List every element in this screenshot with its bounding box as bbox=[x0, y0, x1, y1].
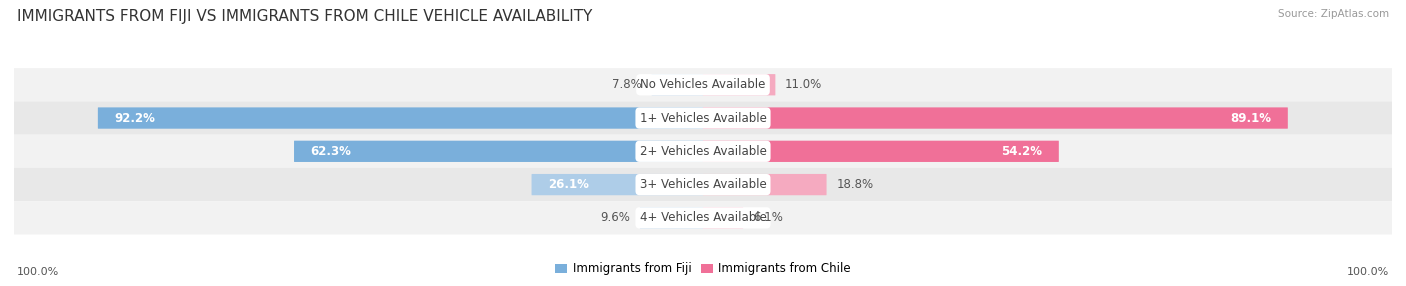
Text: 18.8%: 18.8% bbox=[837, 178, 873, 191]
FancyBboxPatch shape bbox=[640, 207, 703, 229]
Text: 11.0%: 11.0% bbox=[785, 78, 823, 91]
Text: Source: ZipAtlas.com: Source: ZipAtlas.com bbox=[1278, 9, 1389, 19]
Text: 4+ Vehicles Available: 4+ Vehicles Available bbox=[640, 211, 766, 225]
Text: 2+ Vehicles Available: 2+ Vehicles Available bbox=[640, 145, 766, 158]
Text: 3+ Vehicles Available: 3+ Vehicles Available bbox=[640, 178, 766, 191]
Text: 7.8%: 7.8% bbox=[612, 78, 643, 91]
Text: 100.0%: 100.0% bbox=[1347, 267, 1389, 277]
Text: 1+ Vehicles Available: 1+ Vehicles Available bbox=[640, 112, 766, 124]
FancyBboxPatch shape bbox=[14, 68, 1392, 102]
Text: 92.2%: 92.2% bbox=[114, 112, 155, 124]
Legend: Immigrants from Fiji, Immigrants from Chile: Immigrants from Fiji, Immigrants from Ch… bbox=[550, 258, 856, 280]
FancyBboxPatch shape bbox=[14, 201, 1392, 235]
FancyBboxPatch shape bbox=[14, 168, 1392, 201]
FancyBboxPatch shape bbox=[703, 107, 1288, 129]
Text: 54.2%: 54.2% bbox=[1001, 145, 1042, 158]
FancyBboxPatch shape bbox=[703, 174, 827, 195]
Text: 26.1%: 26.1% bbox=[548, 178, 589, 191]
FancyBboxPatch shape bbox=[14, 102, 1392, 135]
FancyBboxPatch shape bbox=[531, 174, 703, 195]
Text: 62.3%: 62.3% bbox=[311, 145, 352, 158]
Text: 89.1%: 89.1% bbox=[1230, 112, 1271, 124]
FancyBboxPatch shape bbox=[14, 135, 1392, 168]
FancyBboxPatch shape bbox=[294, 141, 703, 162]
Text: IMMIGRANTS FROM FIJI VS IMMIGRANTS FROM CHILE VEHICLE AVAILABILITY: IMMIGRANTS FROM FIJI VS IMMIGRANTS FROM … bbox=[17, 9, 592, 23]
Text: 100.0%: 100.0% bbox=[17, 267, 59, 277]
Text: No Vehicles Available: No Vehicles Available bbox=[640, 78, 766, 91]
FancyBboxPatch shape bbox=[703, 141, 1059, 162]
FancyBboxPatch shape bbox=[651, 74, 703, 96]
Text: 6.1%: 6.1% bbox=[752, 211, 783, 225]
FancyBboxPatch shape bbox=[703, 207, 744, 229]
FancyBboxPatch shape bbox=[98, 107, 703, 129]
Text: 9.6%: 9.6% bbox=[600, 211, 630, 225]
FancyBboxPatch shape bbox=[703, 74, 775, 96]
